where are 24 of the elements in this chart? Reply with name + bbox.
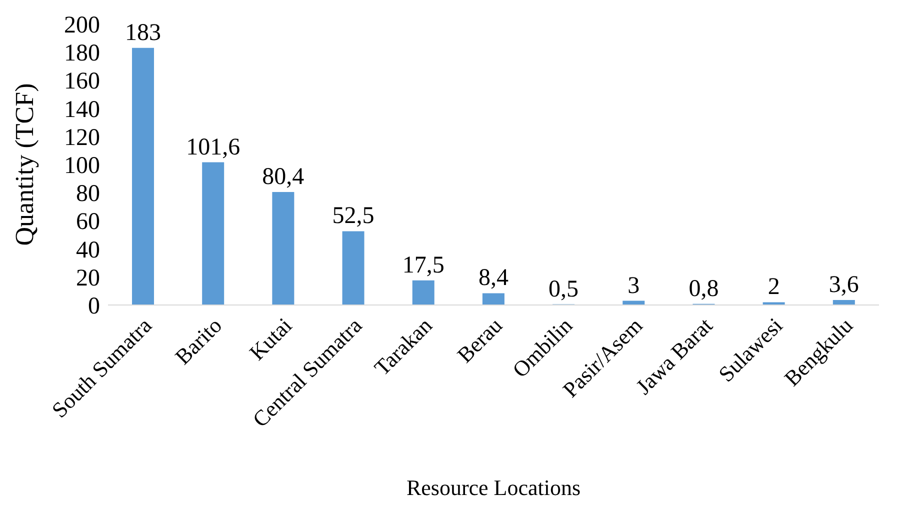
data-label: 52,5	[332, 203, 374, 230]
data-label: 0,8	[688, 276, 719, 302]
data-label: 101,6	[186, 134, 240, 160]
data-label: 0,5	[548, 276, 579, 302]
data-label: 3,6	[828, 272, 859, 298]
data-label: 17,5	[402, 252, 444, 278]
y-tick-label: 40	[76, 237, 100, 264]
y-tick-label: 120	[64, 124, 100, 151]
y-tick-label: 60	[76, 209, 100, 236]
y-tick-label: 200	[64, 12, 100, 39]
y-tick-label: 0	[88, 294, 100, 320]
y-tick-label: 80	[76, 181, 100, 208]
y-tick-label: 100	[64, 153, 100, 180]
x-axis-title: Resource Locations	[406, 475, 581, 500]
data-label: 183	[125, 20, 161, 46]
data-label: 3	[628, 272, 640, 299]
y-axis-title: Quantity (TCF)	[10, 83, 40, 246]
y-tick-label: 20	[76, 265, 100, 292]
data-label: 2	[768, 274, 780, 300]
y-tick-label: 180	[64, 40, 100, 67]
data-label: 8,4	[478, 265, 508, 292]
y-tick-label: 140	[64, 96, 100, 123]
data-label: 80,4	[262, 164, 304, 190]
y-tick-label: 160	[64, 68, 100, 95]
